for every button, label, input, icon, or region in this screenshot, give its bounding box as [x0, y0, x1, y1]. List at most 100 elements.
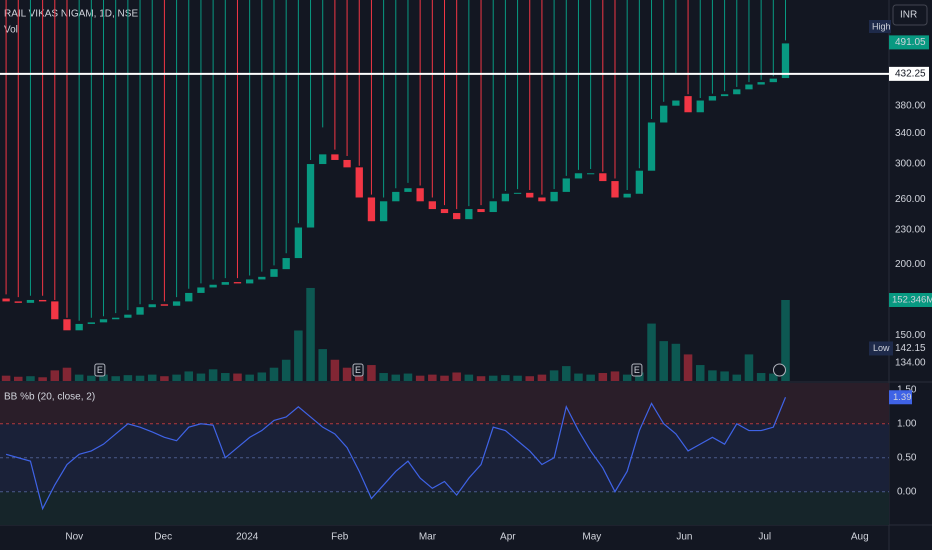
- candle-body: [51, 301, 59, 320]
- volume-bar: [318, 349, 327, 381]
- candle-body: [647, 122, 656, 171]
- volume-bar: [635, 372, 644, 381]
- volume-bar: [233, 373, 242, 381]
- candle-body: [611, 181, 619, 198]
- volume-bar: [586, 374, 595, 381]
- candle-body: [306, 164, 315, 228]
- last-price-tag: [889, 35, 929, 50]
- currency[interactable]: INR: [900, 10, 917, 21]
- volume-bar: [513, 375, 522, 381]
- volume-bar: [488, 375, 498, 381]
- candle-body: [14, 301, 22, 303]
- candle-body: [160, 304, 169, 306]
- volume-bar: [610, 371, 620, 381]
- y-tick-label: 134.00: [895, 358, 926, 369]
- event-label: E: [355, 365, 361, 375]
- volume-bar: [708, 370, 717, 381]
- candle-body: [720, 94, 729, 97]
- candle-body: [38, 299, 47, 302]
- candle-body: [2, 298, 10, 302]
- indicator-tag: [889, 390, 912, 405]
- x-tick-label: Jun: [676, 532, 692, 543]
- volume-bar: [147, 374, 157, 381]
- volume-bar: [74, 374, 84, 381]
- volume-bar: [208, 369, 218, 381]
- volume-bar: [440, 375, 449, 381]
- y-tick-label: 200.00: [895, 259, 926, 270]
- volume-bar: [330, 359, 340, 381]
- candle-body: [282, 258, 290, 270]
- x-tick-label: Dec: [154, 532, 172, 543]
- candle-body: [562, 178, 570, 192]
- candle-body: [112, 317, 120, 320]
- x-tick-label: Aug: [851, 532, 869, 543]
- candle-body: [453, 213, 461, 220]
- last-price-value: 491.05: [895, 37, 926, 48]
- candle-body: [197, 287, 205, 293]
- candle-body: [538, 197, 546, 202]
- indicator-tick-label: 1.00: [897, 418, 917, 429]
- candle-body: [684, 96, 692, 113]
- x-tick-label: Mar: [419, 532, 437, 543]
- volume-bar: [525, 376, 535, 381]
- candle-body: [489, 201, 497, 213]
- y-tick-label: 260.00: [895, 194, 926, 205]
- volume-bar: [196, 373, 206, 381]
- high-tag: [869, 20, 891, 33]
- candle-body: [99, 319, 108, 323]
- event-label: E: [634, 365, 640, 375]
- lower-zone: [0, 491, 889, 525]
- volume-title: Vol: [4, 25, 18, 36]
- candle-body: [781, 43, 790, 79]
- upper-zone: [0, 383, 889, 424]
- volume-bar: [111, 376, 120, 381]
- volume-bar: [744, 354, 754, 381]
- volume-bar: [732, 374, 742, 381]
- volume-bar: [1, 375, 11, 381]
- candle-body: [404, 188, 412, 192]
- candle-body: [550, 191, 558, 202]
- candle-body: [477, 209, 485, 213]
- volume-bar: [574, 373, 583, 381]
- volume-bar: [562, 366, 571, 381]
- volume-bar: [379, 373, 388, 381]
- x-tick-label: Jul: [758, 532, 771, 543]
- candle-body: [270, 269, 278, 277]
- volume-bar: [659, 341, 668, 381]
- candle-body: [526, 192, 534, 198]
- low-tag: [869, 341, 893, 356]
- candle-body: [367, 197, 376, 222]
- volume-bar: [38, 377, 47, 381]
- volume-bar: [781, 300, 790, 381]
- candle-body: [185, 292, 193, 302]
- candle-body: [148, 304, 156, 308]
- volume-bar: [306, 287, 315, 381]
- candle-body: [392, 191, 400, 202]
- candle-body: [586, 173, 595, 175]
- chart-title: RAIL VIKAS NIGAM, 1D, NSE: [4, 9, 138, 20]
- volume-bar: [245, 374, 254, 381]
- candle-body: [124, 314, 132, 318]
- volume-bar: [184, 371, 194, 381]
- candle-body: [136, 307, 144, 315]
- x-tick-label: Feb: [331, 532, 349, 543]
- low-value: 142.15: [895, 343, 926, 354]
- candle-body: [245, 279, 254, 284]
- volume-bar: [342, 367, 352, 381]
- x-tick-label: Nov: [65, 532, 83, 543]
- volume-bar: [160, 376, 169, 381]
- indicator-tick-label: 1.50: [897, 384, 917, 395]
- candle-body: [501, 193, 510, 202]
- low-label: Low: [873, 343, 890, 353]
- volume-bar: [549, 370, 559, 381]
- volume-bar: [476, 376, 486, 381]
- volume-bar: [428, 374, 437, 381]
- candle-body: [319, 154, 327, 165]
- volume-bar: [135, 375, 145, 381]
- currency-box[interactable]: [892, 4, 928, 26]
- volume-bar: [367, 365, 376, 381]
- candle-body: [416, 188, 424, 202]
- volume-bar: [452, 372, 461, 381]
